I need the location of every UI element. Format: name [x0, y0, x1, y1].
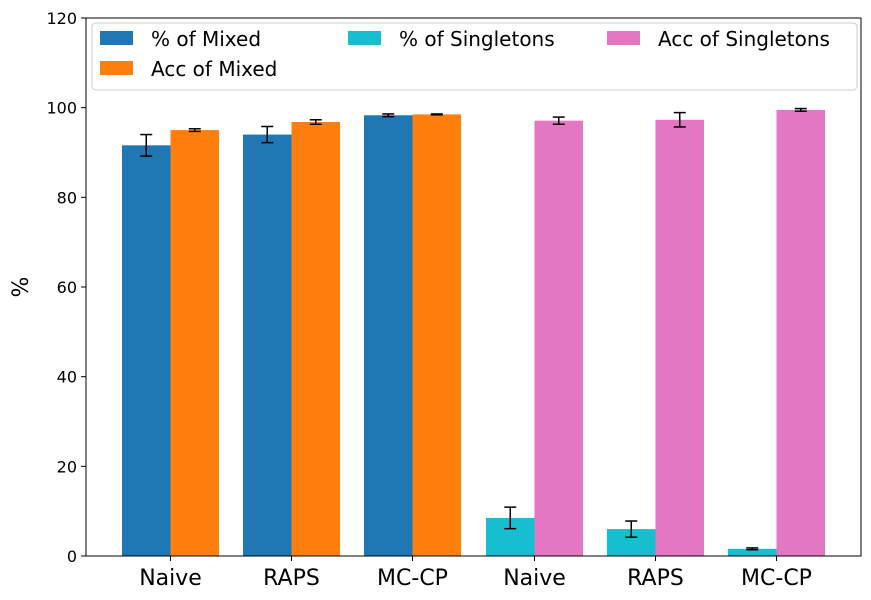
xtick-label-mc-cp: MC-CP	[377, 566, 448, 591]
errorbars-layer	[140, 107, 807, 551]
xtick-label-mc-cp: MC-CP	[741, 566, 812, 591]
bar-acc-of-singletons-naive	[534, 120, 583, 556]
xtick-label-naive: Naive	[503, 566, 566, 591]
legend-swatch-pct-of-singletons	[348, 31, 381, 45]
legend-swatch-acc-of-singletons	[607, 31, 640, 45]
bar-acc-of-mixed-raps	[291, 122, 340, 556]
axes-layer: 0 20 40 60 80 100 120 Naive RAPS MC-CP Naive RAPS MC…	[9, 9, 862, 591]
xtick-label-raps: RAPS	[263, 566, 320, 591]
bar-acc-of-singletons-raps	[655, 119, 704, 556]
ytick-label: 120	[46, 9, 77, 28]
bars-layer	[122, 109, 825, 557]
legend-swatch-pct-of-mixed	[100, 31, 133, 45]
bar-pct-of-mixed-mc-cp	[364, 115, 413, 556]
legend-label-acc-of-mixed: Acc of Mixed	[151, 57, 277, 81]
legend: % of Mixed % of Singletons Acc of Singleto…	[91, 22, 858, 91]
xtick-label-raps: RAPS	[627, 566, 684, 591]
ytick-label: 100	[46, 99, 77, 118]
ytick-label: 60	[57, 278, 77, 297]
bar-pct-of-singletons-mc-cp	[728, 548, 777, 556]
ytick-label: 20	[57, 457, 77, 476]
legend-swatch-acc-of-mixed	[100, 61, 133, 75]
ytick-label: 0	[67, 547, 77, 566]
xtick-label-naive: Naive	[139, 566, 202, 591]
legend-box	[91, 22, 858, 91]
bar-acc-of-mixed-mc-cp	[412, 114, 461, 557]
bar-pct-of-mixed-raps	[243, 134, 292, 557]
legend-label-pct-of-mixed: % of Mixed	[151, 27, 261, 51]
bar-pct-of-mixed-naive	[122, 145, 171, 556]
bar-acc-of-singletons-mc-cp	[776, 109, 825, 557]
legend-label-pct-of-singletons: % of Singletons	[399, 27, 555, 51]
ytick-label: 80	[57, 188, 77, 207]
y-axis-label: %	[9, 277, 34, 298]
legend-label-acc-of-singletons: Acc of Singletons	[658, 27, 830, 51]
bar-acc-of-mixed-naive	[170, 130, 219, 557]
ytick-label: 40	[57, 368, 77, 387]
